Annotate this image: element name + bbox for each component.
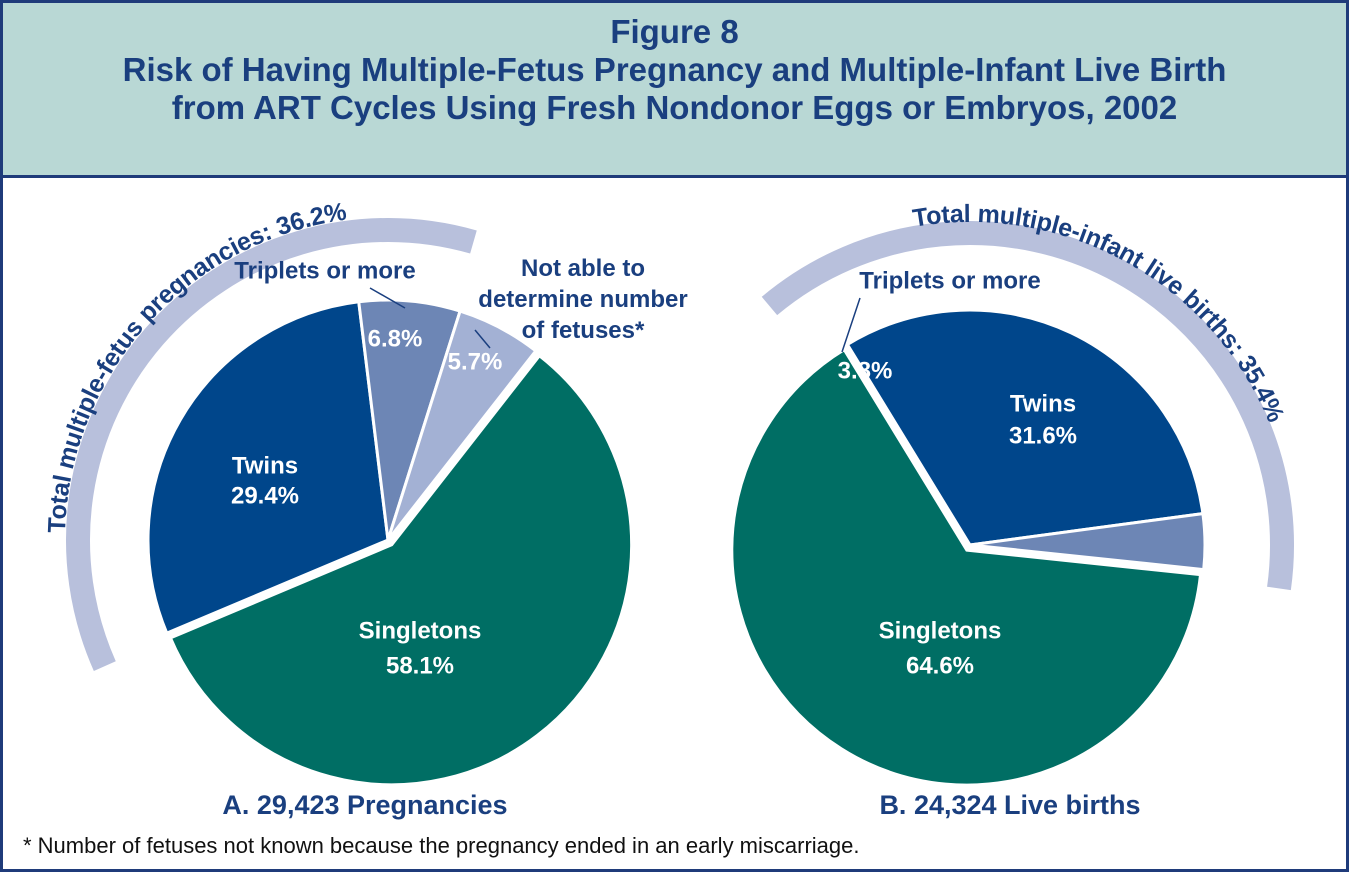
leader-line (474, 329, 491, 349)
chart-caption: B. 24,324 Live births (879, 790, 1140, 820)
value-label: 31.6% (1009, 422, 1077, 449)
pie-slice (969, 511, 1207, 572)
footnote: * Number of fetuses not known because th… (23, 833, 860, 858)
bracket-arc (761, 221, 1294, 591)
value-label: 29.4% (231, 482, 299, 509)
pie-slice (845, 308, 1205, 547)
slice-label: Twins (232, 452, 298, 479)
slice-label: Singletons (879, 617, 1002, 644)
title-line: Risk of Having Multiple-Fetus Pregnancy … (122, 51, 1227, 88)
bracket-arc (66, 218, 477, 671)
slice-label: Singletons (359, 617, 482, 644)
value-label: 6.8% (368, 325, 423, 352)
slice-label: Not able to determine number of fetuses* (478, 255, 688, 344)
value-label: 58.1% (386, 652, 454, 679)
value-label: 3.8% (838, 357, 893, 384)
value-label: 5.7% (448, 348, 503, 375)
slice-label: Triplets or more (234, 257, 415, 284)
title-line: from ART Cycles Using Fresh Nondonor Egg… (171, 89, 1178, 126)
pie-slice (386, 309, 538, 541)
value-label: 64.6% (906, 652, 974, 679)
leader-line (369, 287, 406, 309)
header: Figure 8 Risk of Having Multiple-Fetus P… (3, 3, 1346, 178)
pie-slice (730, 347, 1203, 787)
slice-label: Triplets or more (859, 267, 1040, 294)
pie-slice (146, 300, 390, 636)
figure-number: Figure 8 (610, 13, 739, 50)
slice-label: Twins (1010, 390, 1076, 417)
pie-slice (168, 353, 634, 787)
chart-caption: A. 29,423 Pregnancies (222, 790, 507, 820)
leader-line (841, 297, 861, 353)
